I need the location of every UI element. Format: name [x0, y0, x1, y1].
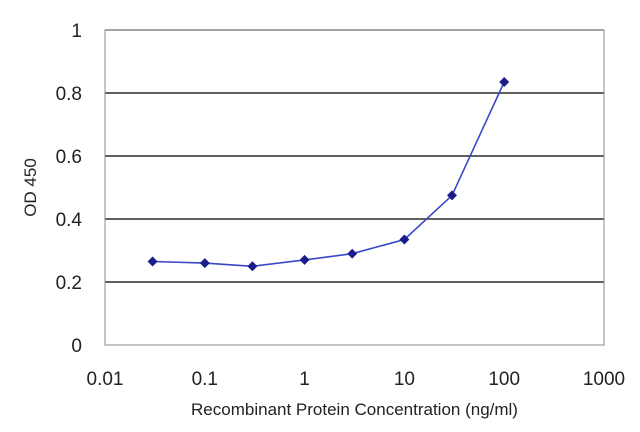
data-point-7	[499, 77, 510, 87]
x-tick-label-0: 0.01	[87, 369, 124, 390]
grid-layer	[105, 29, 604, 283]
y-tick-label-5: 1	[71, 21, 82, 42]
plot-frame	[104, 29, 605, 346]
y-tick-label-2: 0.4	[56, 210, 83, 231]
x-tick-label-5: 1000	[583, 369, 625, 390]
y-tick-label-0: 0	[71, 336, 82, 357]
data-point-6	[447, 190, 457, 201]
y-tick-label-4: 0.8	[56, 84, 82, 105]
x-tick-label-3: 10	[394, 369, 415, 390]
x-tick-labels: 0.01 0.1 1 10 100 1000	[87, 369, 626, 390]
y-tick-label-1: 0.2	[56, 273, 82, 294]
y-axis-title: OD 450	[21, 158, 40, 217]
y-tick-label-3: 0.6	[56, 147, 82, 168]
data-point-1	[199, 258, 210, 269]
x-axis-title: Recombinant Protein Concentration (ng/ml…	[191, 400, 518, 419]
data-point-5	[399, 234, 410, 245]
series-layer	[147, 77, 510, 272]
y-tick-labels: 0 0.2 0.4 0.6 0.8 1	[56, 21, 83, 357]
data-point-4	[347, 248, 358, 259]
x-tick-label-4: 100	[488, 369, 520, 390]
series-line-0	[152, 81, 505, 268]
data-point-2	[247, 261, 258, 272]
x-tick-label-1: 0.1	[192, 369, 218, 390]
data-point-0	[147, 256, 158, 267]
data-point-3	[299, 254, 310, 265]
x-tick-label-2: 1	[299, 369, 310, 390]
